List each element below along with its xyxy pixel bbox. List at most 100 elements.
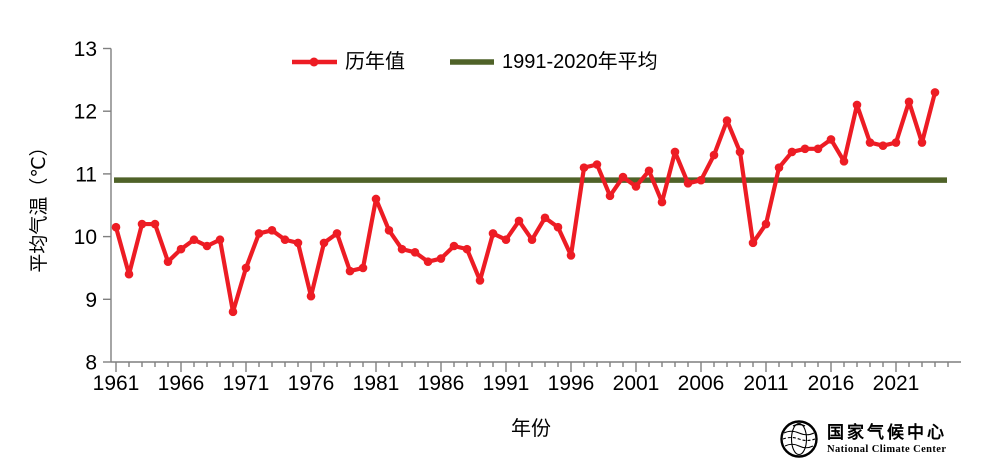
data-point-2011 bbox=[761, 219, 771, 229]
data-point-2020 bbox=[878, 141, 888, 150]
data-point-1994 bbox=[540, 213, 550, 223]
data-point-1964 bbox=[150, 219, 160, 229]
x-tick-label: 1971 bbox=[223, 372, 270, 395]
x-tick-label: 1981 bbox=[353, 372, 400, 395]
y-tick-label: 9 bbox=[85, 289, 97, 312]
x-axis: 1961 1966 1971 1976 1981 1986 1991 1996 2001 2006… bbox=[93, 361, 961, 395]
y-axis: 8 9 10 11 12 13 bbox=[74, 38, 112, 375]
data-point-1986 bbox=[436, 254, 446, 263]
data-point-1966 bbox=[176, 244, 186, 254]
data-point-1998 bbox=[592, 160, 602, 169]
ncc-name-cn: 国家气候中心 bbox=[827, 422, 947, 442]
data-point-1978 bbox=[332, 229, 342, 238]
data-point-2010 bbox=[748, 238, 758, 248]
data-point-2002 bbox=[644, 166, 654, 176]
x-axis-title: 年份 bbox=[511, 418, 551, 440]
data-point-1983 bbox=[397, 244, 407, 254]
data-point-1987 bbox=[449, 241, 459, 251]
data-point-1992 bbox=[514, 216, 524, 226]
data-point-1972 bbox=[254, 229, 264, 238]
data-point-1984 bbox=[410, 247, 420, 257]
data-point-1961 bbox=[111, 222, 121, 232]
data-point-2000 bbox=[618, 172, 628, 182]
data-point-2012 bbox=[774, 163, 784, 172]
data-point-1993 bbox=[527, 235, 537, 245]
data-point-2001 bbox=[631, 182, 641, 191]
ncc-footer-logo: 国家气候中心 National Climate Center bbox=[779, 419, 947, 459]
data-point-1971 bbox=[241, 263, 251, 273]
data-point-1975 bbox=[293, 238, 303, 248]
data-point-1999 bbox=[605, 191, 615, 201]
data-point-2013 bbox=[787, 147, 797, 157]
data-point-1989 bbox=[475, 276, 485, 285]
legend-mean-label: 1991-2020年平均 bbox=[502, 51, 658, 73]
x-tick-label: 1991 bbox=[483, 372, 530, 395]
data-point-1980 bbox=[358, 263, 368, 273]
legend-annual-label: 历年值 bbox=[345, 51, 405, 73]
data-point-2022 bbox=[904, 97, 914, 107]
y-axis-title: 平均气温（℃） bbox=[29, 137, 50, 273]
data-point-2005 bbox=[683, 179, 693, 188]
x-tick-label: 1961 bbox=[93, 372, 140, 395]
data-point-1965 bbox=[163, 257, 173, 266]
data-point-1973 bbox=[267, 226, 277, 235]
data-point-1988 bbox=[462, 244, 472, 254]
data-point-2021 bbox=[891, 138, 901, 147]
data-point-1990 bbox=[488, 229, 498, 238]
data-point-1976 bbox=[306, 291, 316, 301]
x-tick-label: 1976 bbox=[288, 372, 335, 395]
x-tick-label: 1986 bbox=[418, 372, 465, 395]
data-point-markers bbox=[111, 88, 940, 317]
data-point-1991 bbox=[501, 235, 511, 245]
data-point-1977 bbox=[319, 238, 329, 248]
data-point-1979 bbox=[345, 266, 355, 276]
data-point-2014 bbox=[800, 144, 810, 154]
data-point-2009 bbox=[735, 147, 745, 157]
y-tick-label: 13 bbox=[74, 38, 97, 61]
y-tick-label: 11 bbox=[75, 163, 97, 186]
data-point-1963 bbox=[137, 219, 147, 229]
data-point-2019 bbox=[865, 138, 875, 147]
data-point-1997 bbox=[579, 163, 589, 172]
x-tick-label: 2011 bbox=[743, 372, 788, 395]
data-point-2004 bbox=[670, 147, 680, 157]
annual-series-swatch-icon bbox=[292, 57, 337, 67]
chart-legend: 历年值 1991-2020年平均 bbox=[291, 50, 658, 74]
data-point-2006 bbox=[696, 175, 706, 185]
annual-series-line bbox=[113, 90, 938, 314]
data-point-1995 bbox=[553, 222, 563, 232]
data-point-2018 bbox=[852, 100, 862, 110]
data-point-1974 bbox=[280, 235, 290, 245]
data-point-1996 bbox=[566, 251, 576, 260]
data-point-1968 bbox=[202, 241, 212, 251]
x-tick-label: 2021 bbox=[873, 372, 920, 395]
ncc-name-block: 国家气候中心 National Climate Center bbox=[827, 423, 947, 456]
y-tick-label: 8 bbox=[85, 352, 97, 375]
data-point-2023 bbox=[917, 138, 927, 147]
data-point-1962 bbox=[124, 269, 134, 279]
data-point-2017 bbox=[839, 157, 849, 166]
data-point-1969 bbox=[215, 235, 225, 245]
legend-item-mean: 1991-2020年平均 bbox=[449, 50, 658, 74]
data-point-2024 bbox=[930, 88, 940, 97]
x-tick-label: 2006 bbox=[678, 372, 725, 395]
data-point-1967 bbox=[189, 235, 199, 245]
data-point-1982 bbox=[384, 226, 394, 235]
data-point-2007 bbox=[709, 150, 719, 160]
x-tick-label: 2016 bbox=[808, 372, 855, 395]
data-point-2008 bbox=[722, 116, 732, 125]
mean-line-swatch-icon bbox=[450, 59, 494, 65]
x-tick-label: 1996 bbox=[548, 372, 595, 395]
x-tick-label: 1966 bbox=[158, 372, 205, 395]
y-tick-label: 10 bbox=[74, 226, 97, 249]
ncc-name-en: National Climate Center bbox=[827, 443, 947, 455]
y-tick-label: 12 bbox=[74, 101, 97, 124]
data-point-2015 bbox=[813, 144, 823, 154]
x-tick-label: 2001 bbox=[613, 372, 660, 395]
data-point-1970 bbox=[228, 307, 238, 317]
data-point-1985 bbox=[423, 257, 433, 266]
data-point-1981 bbox=[371, 194, 381, 204]
